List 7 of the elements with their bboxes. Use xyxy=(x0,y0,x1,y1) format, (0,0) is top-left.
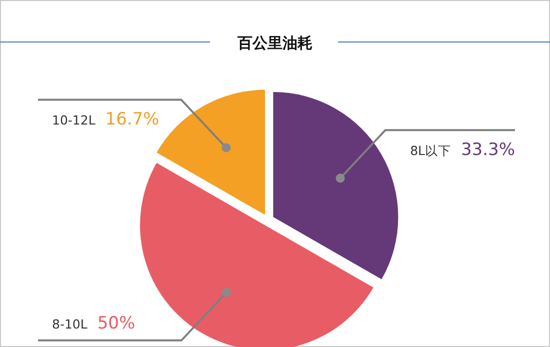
chart-title: 百公里油耗 xyxy=(236,34,312,52)
data-label: 33.3% xyxy=(460,140,515,160)
data-label: 16.7% xyxy=(105,110,160,130)
data-label: 50% xyxy=(97,313,136,334)
slice-label: 10-12L xyxy=(52,112,96,128)
slice-label: 8-10L xyxy=(52,316,88,332)
slice-label: 8L以下 xyxy=(410,143,451,158)
